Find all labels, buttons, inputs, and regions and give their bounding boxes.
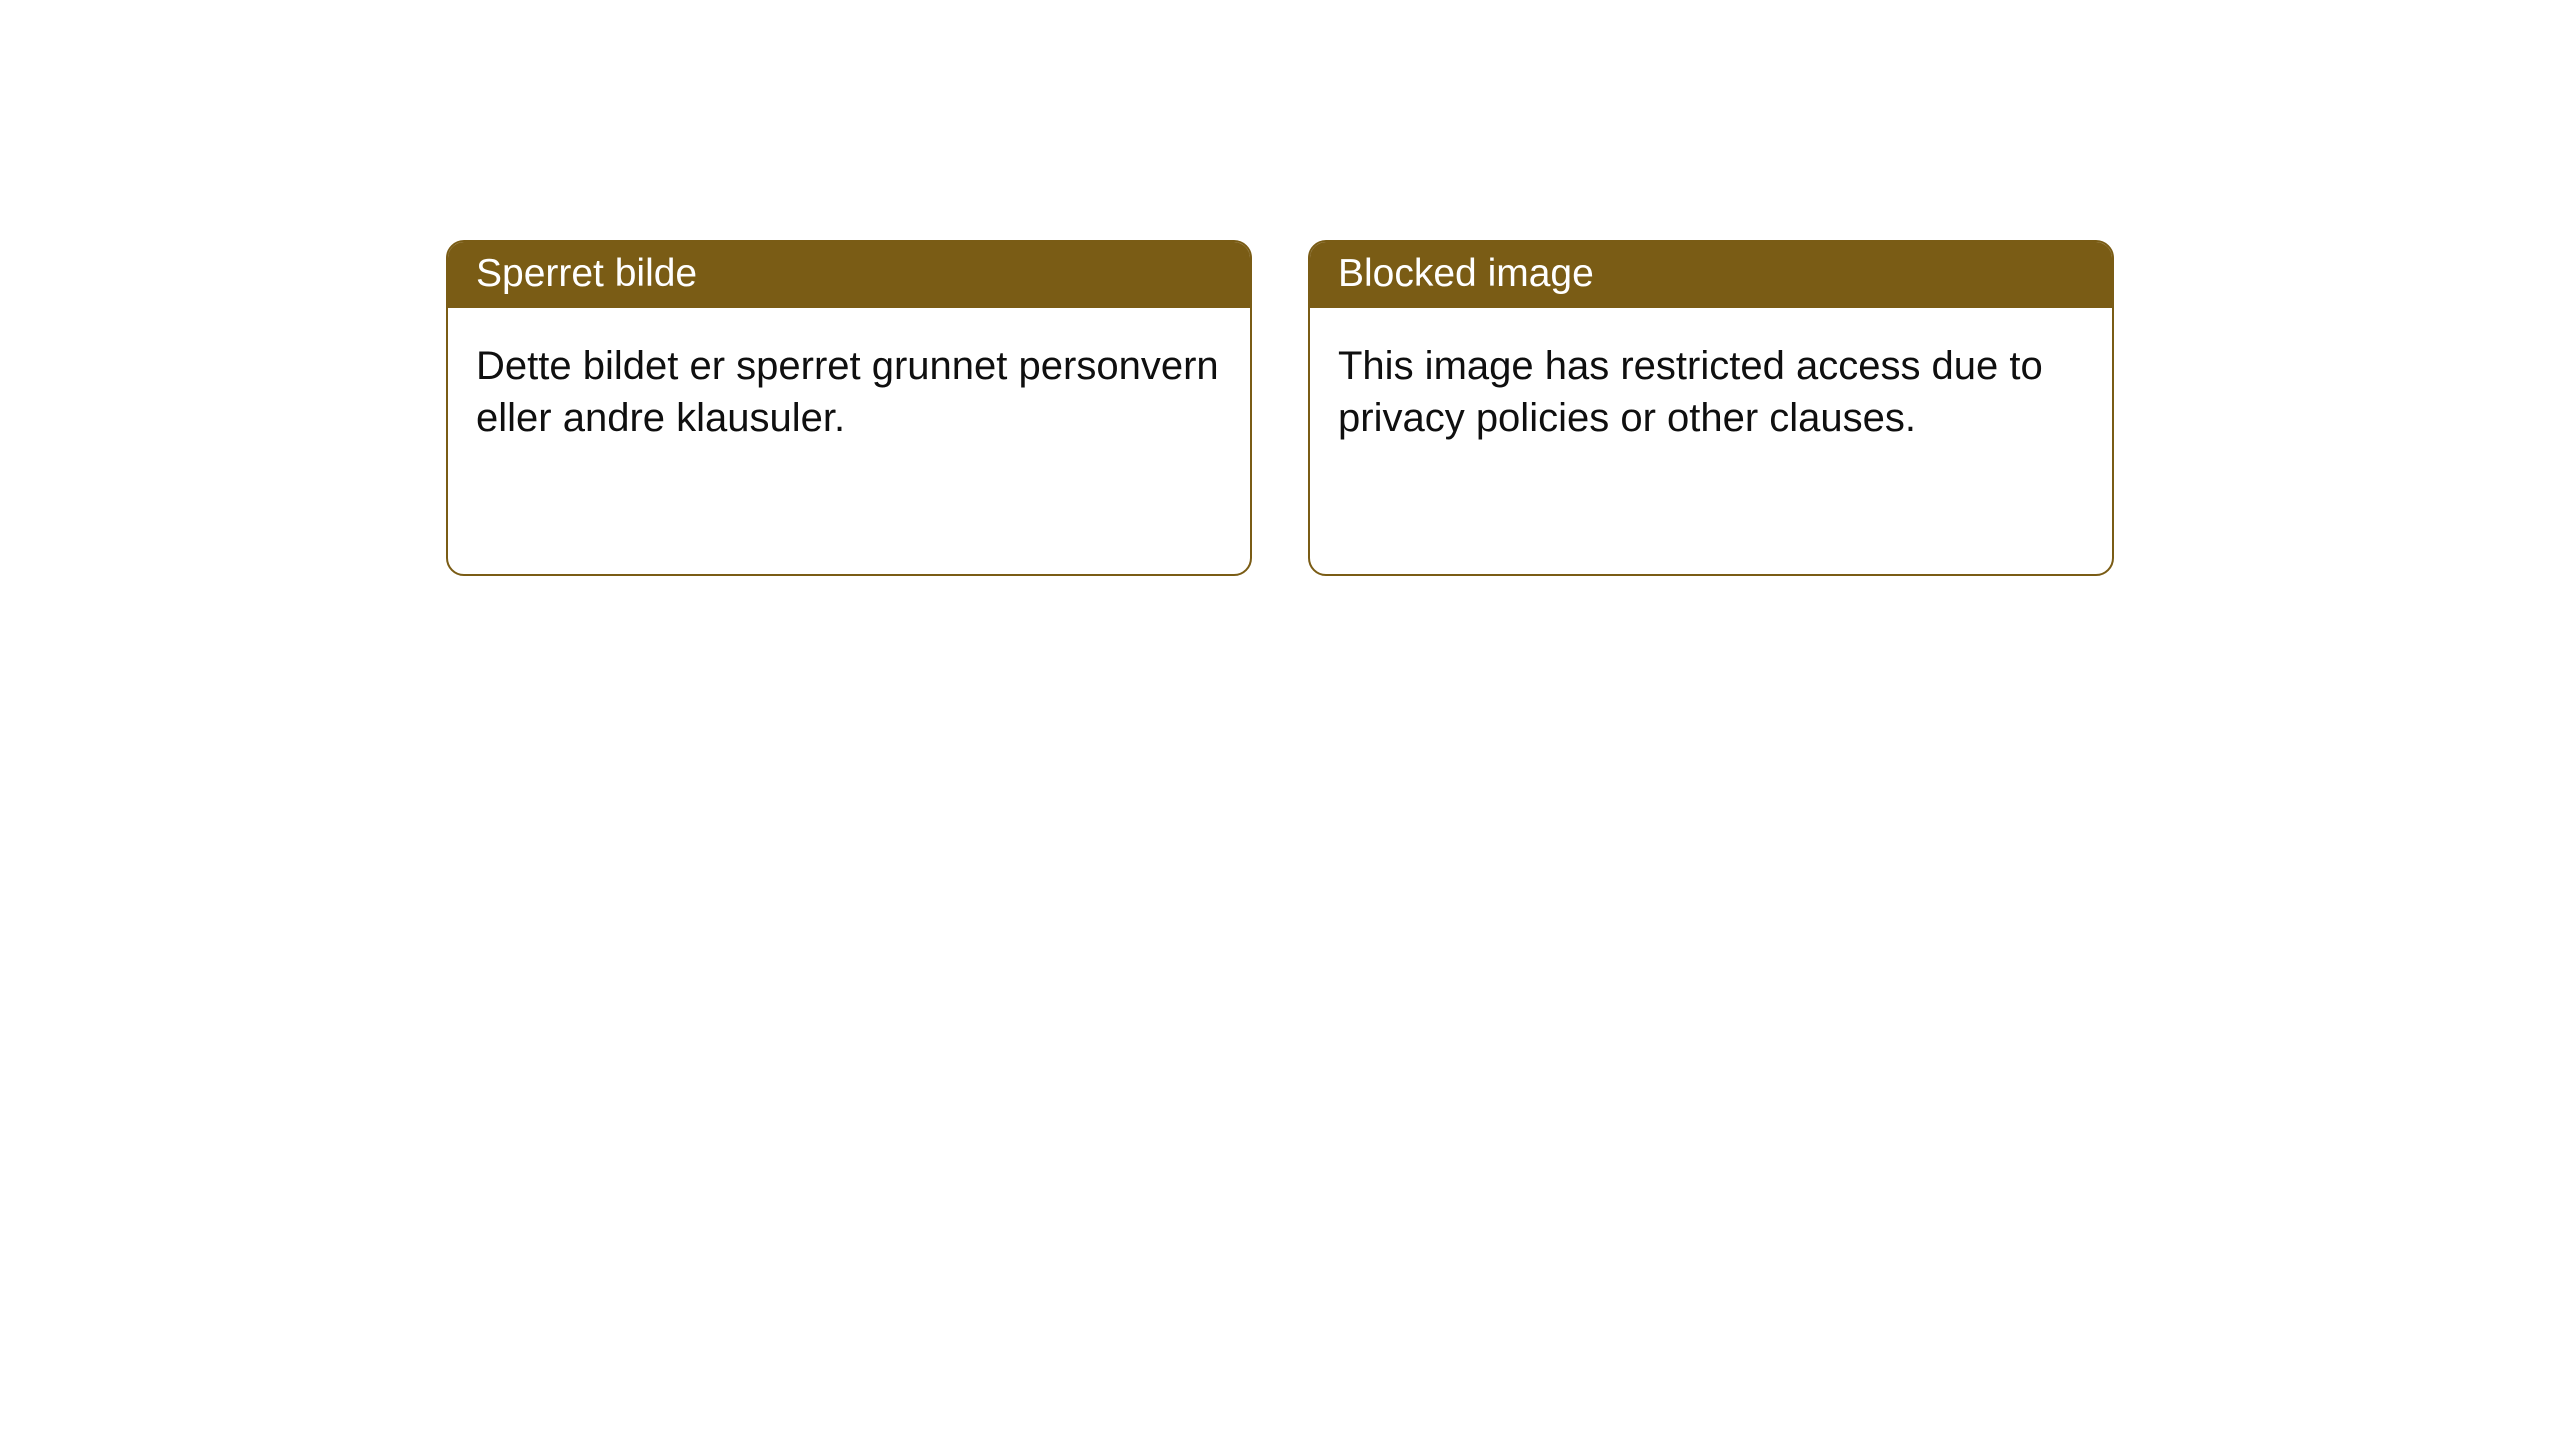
- notice-body-en: This image has restricted access due to …: [1310, 308, 2112, 476]
- notice-title-en: Blocked image: [1310, 242, 2112, 308]
- notice-card-no: Sperret bilde Dette bildet er sperret gr…: [446, 240, 1252, 576]
- notice-container: Sperret bilde Dette bildet er sperret gr…: [0, 0, 2560, 576]
- notice-body-no: Dette bildet er sperret grunnet personve…: [448, 308, 1250, 476]
- notice-title-no: Sperret bilde: [448, 242, 1250, 308]
- notice-card-en: Blocked image This image has restricted …: [1308, 240, 2114, 576]
